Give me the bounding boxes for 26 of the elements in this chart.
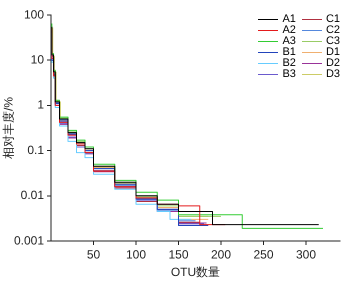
y-tick-label: 0.01 [20, 188, 44, 202]
y-tick-label: 1 [37, 98, 44, 112]
x-tick-label: 100 [126, 248, 146, 262]
legend-label: B1 [281, 46, 296, 58]
x-tick-label: 200 [210, 248, 232, 262]
x-tick-label: 150 [168, 248, 189, 262]
x-tick-label: 300 [296, 248, 316, 262]
y-tick-label: 100 [24, 7, 44, 22]
y-tick-label: 0.1 [27, 142, 44, 157]
y-tick-label: 10 [30, 52, 44, 67]
legend-label: C2 [324, 24, 340, 36]
legend-label: C1 [324, 13, 340, 25]
legend-label: D1 [324, 46, 340, 58]
legend-label: B2 [281, 57, 296, 69]
x-tick-label: 250 [253, 248, 274, 262]
legend-label: D3 [324, 68, 340, 80]
legend-label: A3 [281, 35, 296, 47]
x-axis-title: OTU数量 [170, 265, 220, 280]
y-tick-label: 0.001 [14, 233, 44, 248]
legend-label: D2 [324, 57, 340, 69]
legend-label: C3 [324, 35, 340, 47]
legend-label: A2 [281, 24, 296, 36]
x-tick-label: 50 [86, 248, 100, 262]
legend-label: B3 [281, 68, 296, 80]
y-axis-title: 相对丰度/% [2, 96, 16, 160]
legend-label: A1 [281, 13, 296, 25]
